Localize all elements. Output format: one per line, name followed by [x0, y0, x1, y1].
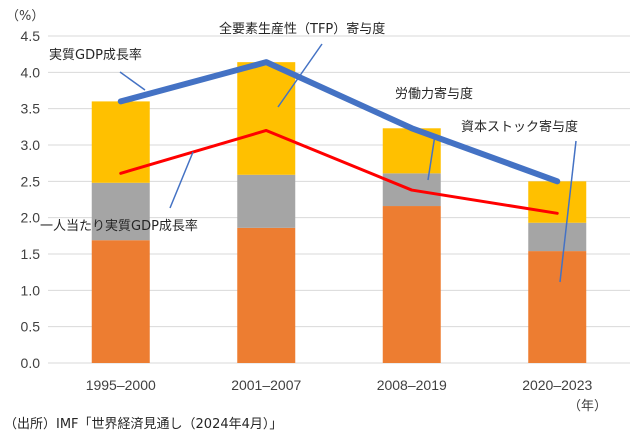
y-tick-label: 3.5	[21, 101, 41, 117]
bar-segment	[528, 181, 587, 223]
y-unit-label: （%）	[6, 9, 44, 24]
bar-segment	[528, 222, 587, 252]
bar-segment	[91, 182, 150, 241]
callout-leader-line	[277, 43, 323, 108]
callout-leader-line	[427, 134, 436, 181]
bar-segment	[91, 101, 150, 183]
bar-segment	[382, 206, 441, 363]
annotation-capital: 資本ストック寄与度	[461, 119, 578, 135]
y-axis-ticks: 0.0 0.5 1.0 1.5 2.0 2.5 3.0 3.5 4.0 4.5	[21, 28, 41, 371]
callout-leader-line	[169, 151, 194, 209]
x-tick-label: 2008–2019	[377, 377, 447, 393]
x-tick-label: 2001–2007	[231, 377, 301, 393]
x-tick-label: 1995–2000	[86, 377, 156, 393]
x-tick-label: 2020–2023	[522, 377, 592, 393]
source-note: （出所）IMF「世界経済見通し（2024年4月）」	[4, 416, 282, 432]
callout-leader-line	[119, 71, 146, 91]
lines	[117, 59, 561, 215]
annotation-labor: 労働力寄与度	[395, 86, 473, 102]
bar-segment	[237, 227, 296, 363]
y-tick-label: 4.0	[21, 64, 41, 80]
series-line	[119, 128, 559, 215]
y-tick-label: 2.5	[21, 173, 41, 189]
x-unit-label: （年）	[568, 399, 607, 414]
callout-leader-line	[559, 140, 577, 283]
y-tick-label: 0.0	[21, 355, 41, 371]
series-line	[117, 59, 561, 185]
annotation-real-gdp: 実質GDP成長率	[49, 47, 142, 63]
bars	[91, 62, 587, 363]
y-tick-label: 4.5	[21, 28, 41, 44]
bar-segment	[528, 251, 587, 363]
y-tick-label: 1.0	[21, 282, 41, 298]
annotation-tfp: 全要素生産性（TFP）寄与度	[219, 21, 385, 37]
annotation-per-capita-gdp: 一人当たり実質GDP成長率	[40, 218, 198, 234]
y-tick-label: 1.5	[21, 246, 41, 262]
bar-segment	[91, 240, 150, 363]
bar-segment	[237, 174, 296, 228]
y-tick-label: 3.0	[21, 137, 41, 153]
callout-lines	[119, 43, 577, 283]
x-axis-ticks: 1995–2000 2001–2007 2008–2019 2020–2023	[86, 377, 593, 393]
y-tick-label: 0.5	[21, 319, 41, 335]
y-tick-label: 2.0	[21, 210, 41, 226]
bar-segment	[237, 62, 296, 175]
